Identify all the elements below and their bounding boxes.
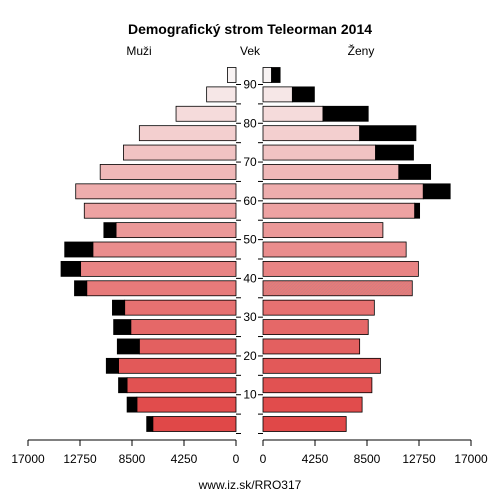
female-bar-15-19 bbox=[262, 357, 381, 374]
female-excess-70-74 bbox=[375, 144, 414, 161]
female-bar-0-4 bbox=[262, 416, 347, 432]
male-bar-15-19 bbox=[118, 357, 237, 374]
footer-source: www.iz.sk/RRO317 bbox=[198, 478, 302, 492]
male-bar-25-29 bbox=[130, 319, 237, 335]
x-tick-label-female: 0 bbox=[260, 452, 267, 466]
female-bar-30-34 bbox=[262, 299, 375, 316]
x-tick-label-male: 4250 bbox=[171, 452, 198, 466]
x-tick-label-female: 17000 bbox=[454, 452, 488, 466]
female-bar-5-9 bbox=[262, 396, 363, 413]
female-excess-60-64 bbox=[422, 183, 451, 200]
x-tick-label-female: 8500 bbox=[354, 452, 381, 466]
female-bar-85-89 bbox=[262, 86, 293, 103]
female-bar-55-59 bbox=[262, 202, 416, 219]
male-excess-45-49 bbox=[64, 241, 94, 258]
male-bar-85-89 bbox=[206, 86, 237, 103]
male-excess-30-34 bbox=[112, 299, 126, 316]
male-bar-5-9 bbox=[136, 396, 237, 413]
male-bar-35-39 bbox=[86, 280, 237, 297]
age-tick-label: 70 bbox=[243, 155, 257, 169]
x-tick-label-female: 12750 bbox=[402, 452, 436, 466]
female-bar-10-14 bbox=[262, 377, 373, 394]
female-bar-75-79 bbox=[262, 125, 361, 142]
x-tick-label-male: 17000 bbox=[11, 452, 45, 466]
male-bar-30-34 bbox=[124, 299, 237, 316]
age-tick-label: 50 bbox=[243, 233, 257, 247]
age-axis: 10 20 30 40 50 60 70 80 90 bbox=[236, 78, 263, 434]
x-axis-male: 0 4250 8500 12750 17000 bbox=[11, 439, 240, 466]
male-bar-55-59 bbox=[83, 202, 237, 219]
male-bar-60-64 bbox=[75, 183, 237, 200]
male-bar-80-84 bbox=[175, 105, 237, 122]
age-tick-label: 40 bbox=[243, 271, 257, 285]
male-bar-20-24 bbox=[138, 338, 237, 355]
x-tick-label-male: 0 bbox=[233, 452, 240, 466]
female-bar-35-39 bbox=[262, 280, 413, 297]
female-excess-85-89 bbox=[291, 86, 315, 103]
female-bar-60-64 bbox=[262, 183, 424, 200]
female-label: Ženy bbox=[348, 43, 375, 58]
male-excess-20-24 bbox=[116, 338, 140, 355]
female-bar-80-84 bbox=[262, 105, 324, 122]
male-excess-35-39 bbox=[74, 280, 88, 297]
male-bar-0-4 bbox=[152, 416, 237, 432]
age-tick-label: 60 bbox=[243, 194, 257, 208]
male-bar-50-54 bbox=[115, 222, 237, 239]
age-tick-label: 90 bbox=[243, 78, 257, 92]
male-excess-0-4 bbox=[146, 416, 154, 432]
female-bar-20-24 bbox=[262, 338, 361, 355]
female-bar-50-54 bbox=[262, 222, 384, 239]
male-excess-10-14 bbox=[118, 377, 128, 394]
chart-title: Demografický strom Teleorman 2014 bbox=[128, 21, 372, 37]
age-axis-label: Vek bbox=[240, 44, 261, 58]
age-tick-label: 30 bbox=[243, 310, 257, 324]
age-tick-label: 10 bbox=[243, 388, 257, 402]
female-excess-55-59 bbox=[414, 202, 421, 219]
male-bar-70-74 bbox=[123, 144, 237, 161]
male-excess-40-44 bbox=[60, 260, 82, 277]
x-axis-female: 0 4250 8500 12750 17000 bbox=[260, 439, 488, 466]
male-bar-40-44 bbox=[80, 260, 237, 277]
x-tick-label-male: 12750 bbox=[63, 452, 97, 466]
male-excess-50-54 bbox=[103, 222, 117, 239]
male-bar-90+ bbox=[227, 67, 237, 83]
male-excess-5-9 bbox=[126, 396, 138, 413]
male-excess-15-19 bbox=[105, 357, 119, 374]
male-bar-10-14 bbox=[126, 377, 237, 394]
male-bar-45-49 bbox=[92, 241, 237, 258]
male-excess-25-29 bbox=[113, 319, 132, 335]
female-excess-65-69 bbox=[398, 164, 432, 180]
female-bar-65-69 bbox=[262, 164, 400, 180]
male-bar-75-79 bbox=[138, 125, 237, 142]
female-excess-90+ bbox=[271, 67, 281, 83]
female-bar-45-49 bbox=[262, 241, 407, 258]
age-tick-label: 80 bbox=[243, 116, 257, 130]
female-bars bbox=[262, 67, 451, 432]
male-bar-65-69 bbox=[99, 164, 237, 180]
male-label: Muži bbox=[126, 44, 151, 58]
female-bar-40-44 bbox=[262, 260, 419, 277]
female-excess-75-79 bbox=[359, 125, 417, 142]
female-bar-25-29 bbox=[262, 319, 369, 335]
female-bar-70-74 bbox=[262, 144, 376, 161]
male-bars bbox=[60, 67, 237, 432]
female-excess-80-84 bbox=[322, 105, 369, 122]
age-tick-label: 20 bbox=[243, 349, 257, 363]
female-bar-90+ bbox=[262, 67, 272, 83]
x-tick-label-female: 4250 bbox=[302, 452, 329, 466]
x-tick-label-male: 8500 bbox=[119, 452, 146, 466]
